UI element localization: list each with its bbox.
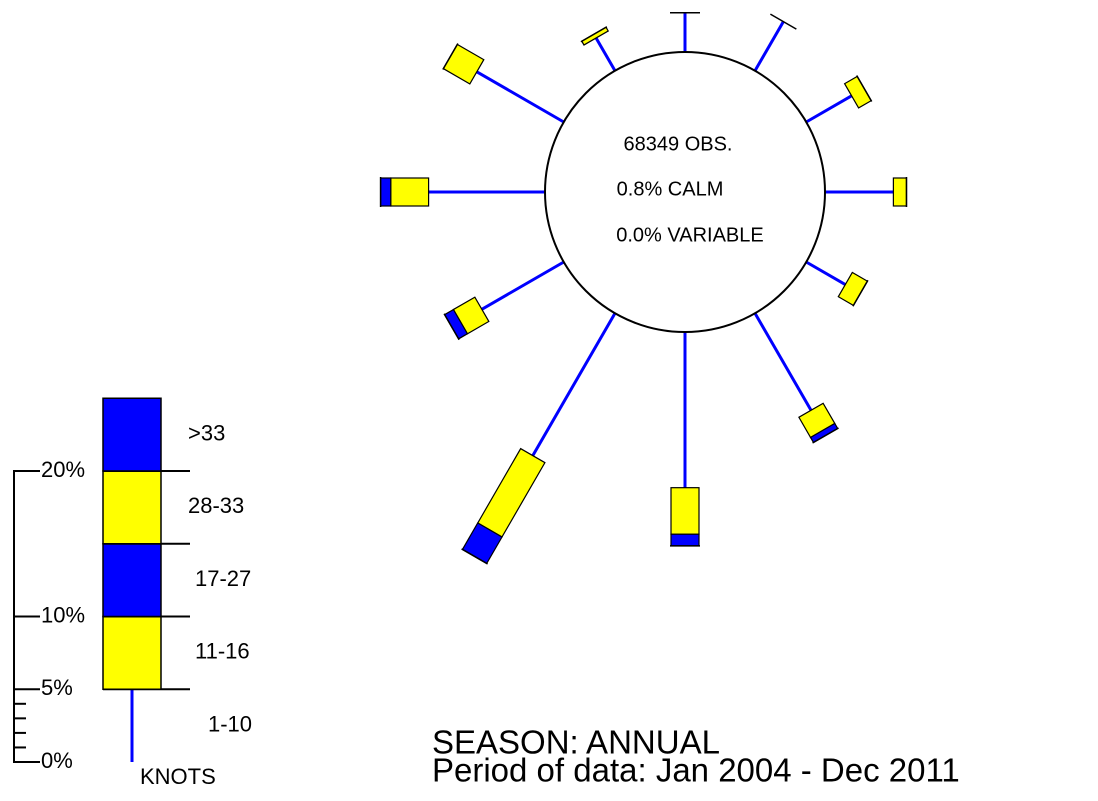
- spoke-cap: [443, 313, 460, 341]
- spoke-line: [753, 20, 785, 72]
- legend-box: [102, 397, 162, 472]
- spoke-cap: [812, 427, 839, 444]
- spoke: [379, 177, 545, 207]
- spoke: [753, 13, 797, 72]
- legend-label: 1-10: [208, 711, 252, 736]
- spoke: [670, 11, 700, 52]
- spoke: [461, 312, 617, 565]
- spoke-line: [805, 94, 853, 124]
- legend-label: 28-33: [188, 493, 244, 518]
- spoke-box: [670, 487, 700, 535]
- spoke-cap: [852, 279, 869, 307]
- scale-tick-label: 20%: [41, 457, 85, 482]
- units-label: KNOTS: [140, 764, 216, 789]
- spoke-line: [594, 37, 617, 72]
- season-label: SEASON: ANNUAL: [432, 724, 720, 761]
- legend-label: 17-27: [195, 566, 251, 591]
- variable-annotation: 0.0% VARIABLE: [616, 224, 763, 246]
- spoke-cap: [856, 75, 873, 102]
- spoke-cap: [461, 548, 488, 565]
- spoke: [753, 312, 839, 444]
- calm-annotation: 0.8% CALM: [617, 178, 724, 200]
- scale-tick-label: 0%: [41, 748, 73, 773]
- spoke-line: [531, 312, 617, 457]
- spoke-box: [390, 177, 430, 207]
- spoke-cap: [442, 43, 459, 70]
- legend-label: >33: [188, 420, 225, 445]
- spoke-line: [476, 70, 565, 124]
- spoke-box: [670, 533, 700, 547]
- spoke: [580, 26, 617, 72]
- spoke: [442, 43, 565, 124]
- spoke: [670, 332, 700, 547]
- spoke-box: [580, 26, 610, 46]
- spoke: [805, 260, 869, 307]
- spoke-line: [753, 312, 813, 412]
- scale-tick-label: 10%: [41, 602, 85, 627]
- spoke: [443, 260, 565, 341]
- spoke: [825, 177, 908, 207]
- legend-label: 11-16: [195, 639, 250, 664]
- spoke-box: [476, 447, 546, 538]
- spoke-cap: [580, 26, 608, 43]
- spoke-line: [805, 260, 847, 286]
- spoke-box: [843, 75, 873, 109]
- obs-annotation: 68349 OBS.: [624, 133, 733, 155]
- period-label: Period of data: Jan 2004 - Dec 2011: [432, 752, 960, 789]
- legend-box: [102, 470, 162, 545]
- spoke-cap: [770, 13, 797, 30]
- legend-box: [102, 543, 162, 618]
- calm-circle: [544, 51, 826, 333]
- spoke-box: [892, 177, 908, 207]
- spoke: [805, 75, 873, 124]
- legend-box: [102, 615, 162, 690]
- spoke-line: [481, 260, 565, 311]
- scale-tick-label: 5%: [41, 675, 73, 700]
- spoke-box: [442, 43, 485, 85]
- spoke-box: [379, 177, 392, 207]
